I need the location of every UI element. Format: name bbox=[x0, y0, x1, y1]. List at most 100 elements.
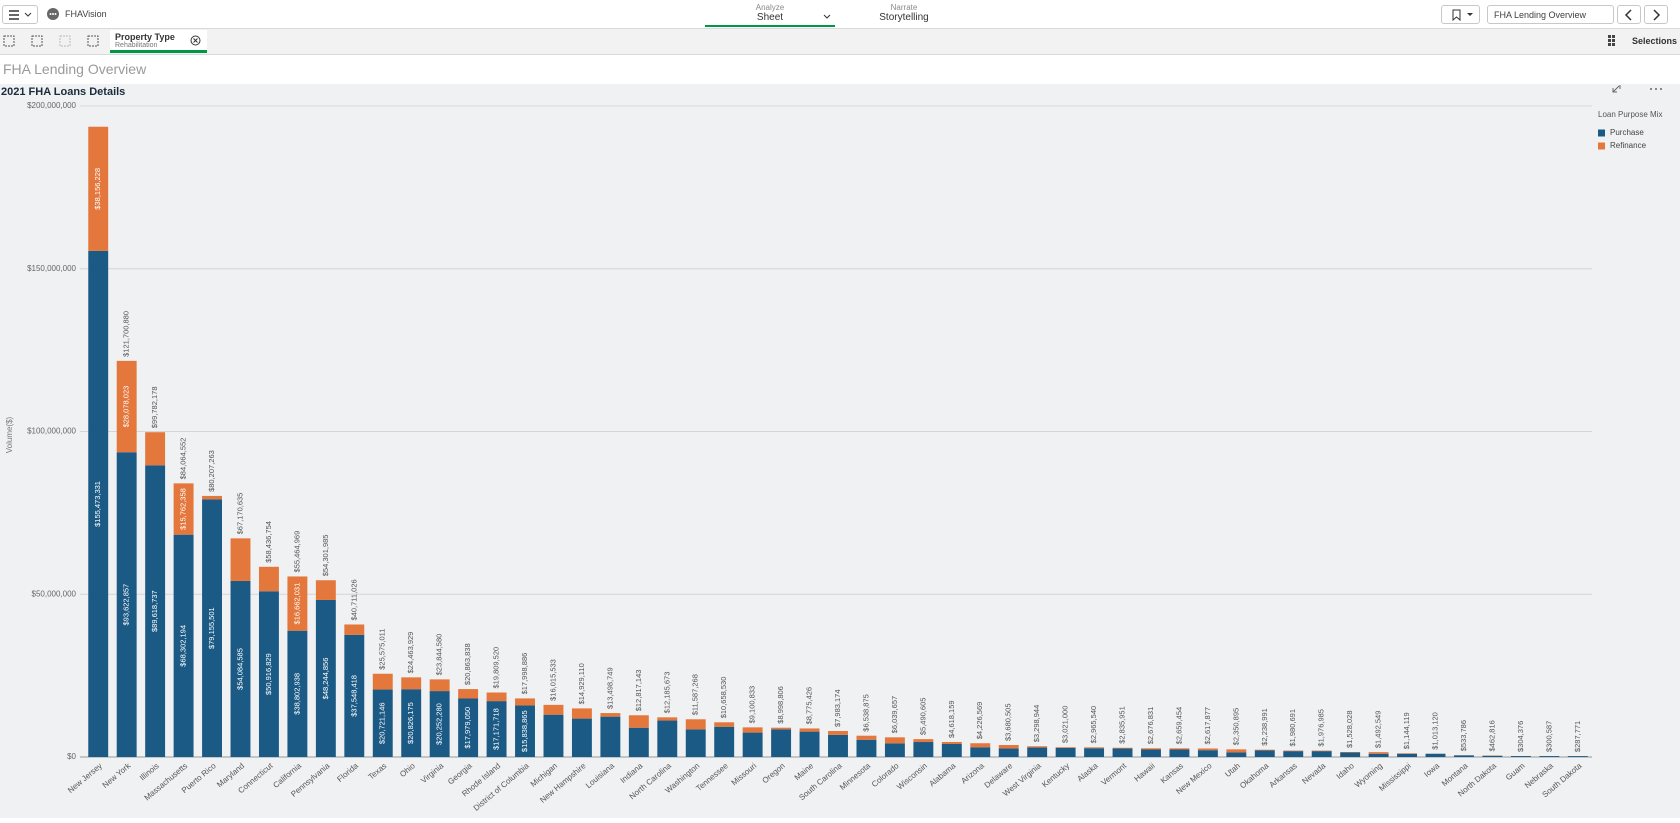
bar-value-label: $93,622,857 bbox=[122, 584, 131, 626]
tab-caption: Analyze bbox=[705, 3, 835, 12]
chart-title: 2021 FHA Loans Details bbox=[1, 86, 125, 98]
bar-segment bbox=[1084, 747, 1104, 748]
bar-segment bbox=[544, 715, 564, 757]
bar-segment bbox=[1369, 752, 1389, 754]
sheet-selector[interactable]: FHA Lending Overview bbox=[1487, 5, 1614, 24]
bar-segment bbox=[1283, 751, 1303, 752]
bar-value-label: $20,252,280 bbox=[435, 703, 444, 745]
bar-segment bbox=[515, 698, 535, 705]
total-label: $11,587,268 bbox=[691, 674, 700, 715]
bar-segment bbox=[1113, 749, 1133, 757]
bar-segment bbox=[885, 743, 905, 757]
bar-segment bbox=[487, 693, 507, 702]
bar-segment bbox=[1369, 754, 1389, 757]
app-icon bbox=[47, 8, 59, 20]
total-label: $2,659,454 bbox=[1174, 707, 1183, 745]
menu-button[interactable] bbox=[2, 5, 38, 24]
x-tick-label: Texas bbox=[367, 761, 389, 781]
selection-chip[interactable]: Property Type Rehabilitation bbox=[110, 30, 207, 53]
x-tick-label: Arkansas bbox=[1268, 761, 1299, 789]
x-tick-label: Tennessee bbox=[694, 761, 730, 793]
bar-segment bbox=[1113, 748, 1133, 749]
bookmark-button[interactable] bbox=[1441, 5, 1480, 24]
bar-segment bbox=[1539, 756, 1559, 757]
chart-panel: 2021 FHA Loans Details Volume($) Loan Pu… bbox=[0, 84, 1680, 818]
bar-segment bbox=[1482, 756, 1502, 757]
selections-button[interactable]: Selections bbox=[1632, 36, 1677, 46]
x-tick-label: Minnesota bbox=[838, 761, 872, 792]
selection-bar: Property Type Rehabilitation Selections bbox=[0, 29, 1680, 55]
total-label: $4,618,159 bbox=[947, 700, 956, 738]
panel-icons[interactable] bbox=[1613, 85, 1662, 92]
total-label: $25,575,011 bbox=[378, 629, 387, 670]
y-tick-label: $100,000,000 bbox=[27, 427, 76, 436]
total-label: $8,998,806 bbox=[776, 686, 785, 724]
bar-segment bbox=[1511, 756, 1531, 757]
tab-chevron bbox=[823, 14, 831, 20]
tab-label: Sheet bbox=[705, 12, 835, 23]
total-label: $6,039,657 bbox=[890, 696, 899, 734]
bar-segment bbox=[1027, 746, 1047, 747]
bar-value-label: $37,548,418 bbox=[349, 675, 358, 717]
app-name: FHAVision bbox=[65, 9, 107, 19]
bar-segment bbox=[430, 679, 450, 691]
bar-value-label: $50,916,829 bbox=[264, 653, 273, 695]
bar-segment bbox=[259, 567, 279, 591]
bar-value-label: $38,802,938 bbox=[292, 673, 301, 715]
x-tick-label: Alabama bbox=[927, 761, 957, 789]
bar-segment bbox=[202, 496, 222, 499]
bar-segment bbox=[458, 689, 478, 698]
bar-value-label: $89,618,737 bbox=[150, 590, 159, 632]
chip-field: Property Type bbox=[115, 32, 175, 42]
bar-segment bbox=[1226, 752, 1246, 757]
prev-button[interactable] bbox=[1617, 5, 1641, 24]
x-tick-label: Kansas bbox=[1159, 761, 1185, 785]
x-tick-label: Mississippi bbox=[1377, 761, 1413, 793]
bar-segment bbox=[942, 744, 962, 757]
x-tick-label: Utah bbox=[1223, 761, 1242, 779]
x-tick-label: Illinois bbox=[138, 761, 161, 782]
narrate-tab[interactable]: Narrate Storytelling bbox=[839, 3, 969, 23]
total-label: $7,983,174 bbox=[833, 689, 842, 727]
bar-value-label: $79,155,501 bbox=[207, 607, 216, 649]
bar-segment bbox=[657, 717, 677, 720]
top-bar: FHAVision Analyze Sheet Narrate Storytel… bbox=[0, 0, 1680, 29]
bar-segment bbox=[1056, 747, 1076, 748]
analyze-tab[interactable]: Analyze Sheet bbox=[705, 3, 835, 27]
x-tick-label: New Jersey bbox=[66, 761, 104, 795]
x-tick-label: Missouri bbox=[730, 761, 759, 787]
bar-segment bbox=[1283, 751, 1303, 757]
x-tick-label: Idaho bbox=[1335, 761, 1357, 781]
total-label: $1,492,549 bbox=[1374, 711, 1383, 749]
total-label: $3,298,944 bbox=[1032, 705, 1041, 743]
total-label: $304,376 bbox=[1516, 721, 1525, 752]
x-tick-label: Florida bbox=[335, 761, 360, 784]
total-label: $24,463,929 bbox=[406, 632, 415, 674]
x-tick-label: Nevada bbox=[1300, 761, 1327, 786]
bar-segment bbox=[999, 749, 1019, 757]
total-label: $67,170,635 bbox=[235, 493, 244, 535]
x-tick-label: Vermont bbox=[1100, 761, 1129, 788]
tab-label: Storytelling bbox=[839, 12, 969, 23]
bar-segment bbox=[1397, 754, 1417, 757]
bar-value-label: $20,721,146 bbox=[378, 702, 387, 744]
legend-swatch bbox=[1598, 143, 1605, 150]
x-tick-label: Wisconsin bbox=[895, 761, 929, 791]
bar-segment bbox=[771, 728, 791, 730]
chip-clear[interactable] bbox=[190, 35, 201, 46]
bar-segment bbox=[544, 705, 564, 715]
y-tick-label: $0 bbox=[67, 752, 76, 761]
legend-label: Refinance bbox=[1610, 141, 1647, 150]
x-tick-label: New York bbox=[101, 761, 133, 790]
bar-value-label: $17,979,050 bbox=[463, 707, 472, 749]
next-button[interactable] bbox=[1644, 5, 1668, 24]
bar-value-label: $28,078,023 bbox=[122, 386, 131, 428]
bar-segment bbox=[1141, 750, 1161, 757]
total-label: $58,436,754 bbox=[264, 521, 273, 563]
total-label: $12,817,143 bbox=[634, 670, 643, 712]
selection-tools[interactable] bbox=[2, 33, 102, 49]
bar-segment bbox=[714, 727, 734, 757]
total-label: $2,965,540 bbox=[1089, 706, 1098, 744]
bar-segment bbox=[686, 719, 706, 729]
